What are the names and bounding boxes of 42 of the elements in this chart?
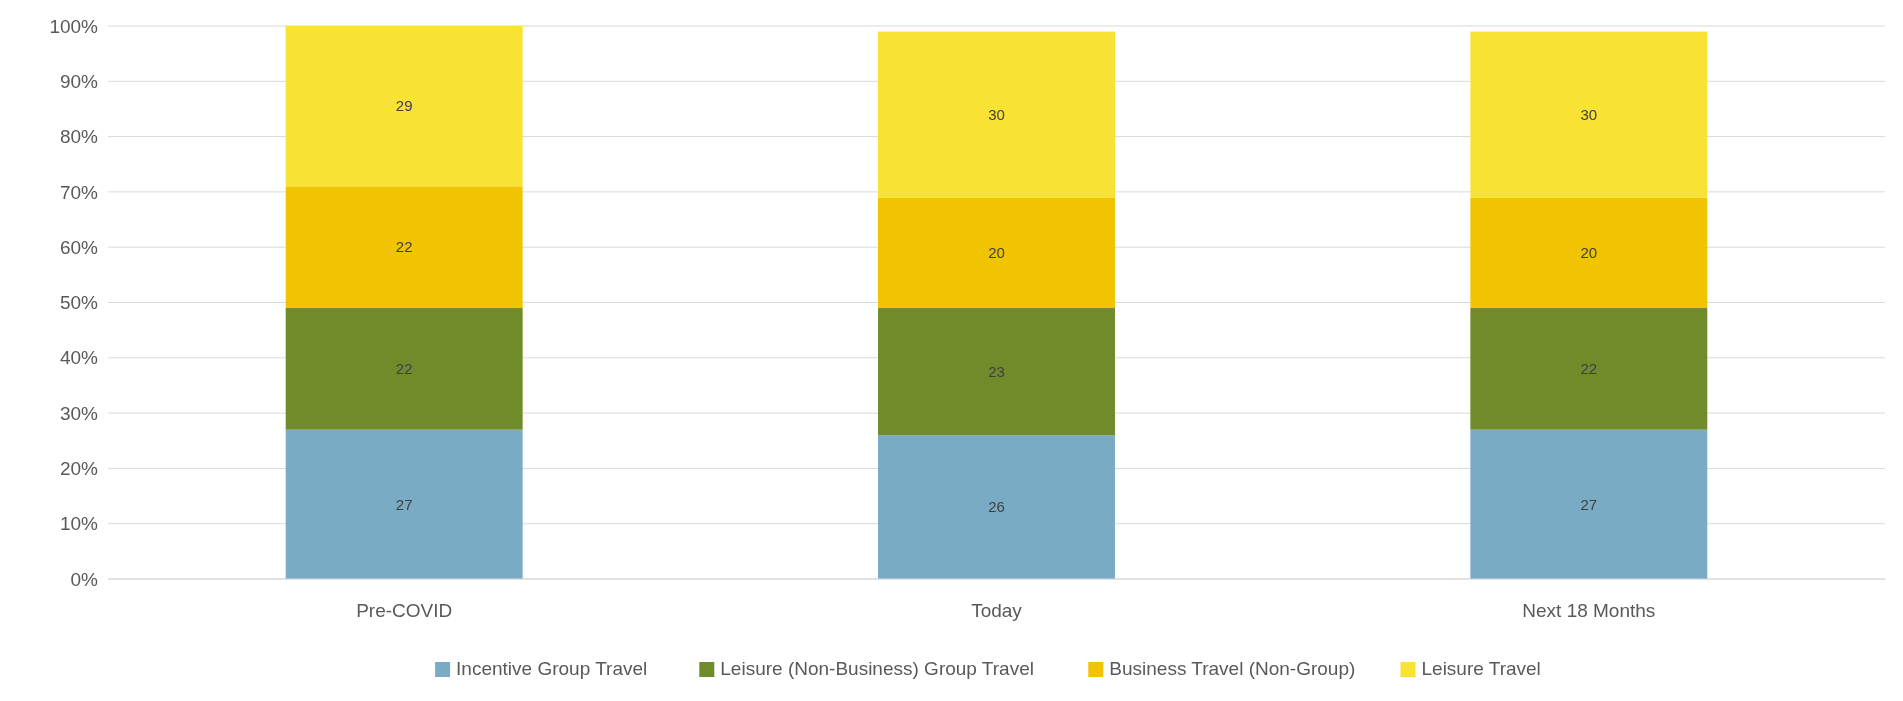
bar [878,435,1115,579]
bar [285,26,523,187]
data-label: 27 [1580,495,1598,513]
x-tick-label: Pre-COVID [356,600,453,621]
x-tick-label: Next 18 Months [1522,600,1656,621]
bar [285,429,523,579]
bar [1470,31,1708,198]
bar [878,308,1115,436]
data-label: 26 [988,498,1005,516]
bar [1470,197,1708,309]
legend-label: Leisure Travel [1421,658,1541,679]
y-tick-label: 100% [49,15,99,37]
data-label: 30 [1580,105,1598,123]
y-tick-label: 60% [59,236,99,258]
bar [878,197,1115,309]
y-tick-label: 40% [59,347,99,369]
legend-label: Business Travel (Non-Group) [1109,658,1356,679]
data-label: 22 [395,360,413,378]
data-label: 22 [395,238,413,256]
bar [1470,308,1708,430]
bar [285,308,523,430]
y-tick-label: 90% [59,70,99,92]
bar [1470,429,1708,579]
y-tick-label: 20% [59,458,99,480]
legend-label: Incentive Group Travel [456,658,648,679]
data-label: 30 [988,105,1005,123]
legend-label: Leisure (Non-Business) Group Travel [720,658,1034,679]
x-tick-label: Today [971,600,1023,621]
y-tick-label: 10% [59,513,99,535]
y-tick-label: 70% [59,181,99,203]
y-tick-label: 50% [59,292,99,314]
data-label: 20 [1580,243,1598,261]
data-label: 22 [1580,360,1598,378]
data-label: 27 [395,495,413,513]
y-tick-label: 30% [59,402,99,424]
data-label: 29 [395,97,413,115]
data-label: 23 [988,362,1005,380]
y-tick-label: 0% [70,568,99,590]
data-label: 20 [988,243,1005,261]
y-tick-label: 80% [59,126,99,148]
bar [878,31,1115,198]
bar [285,186,523,309]
